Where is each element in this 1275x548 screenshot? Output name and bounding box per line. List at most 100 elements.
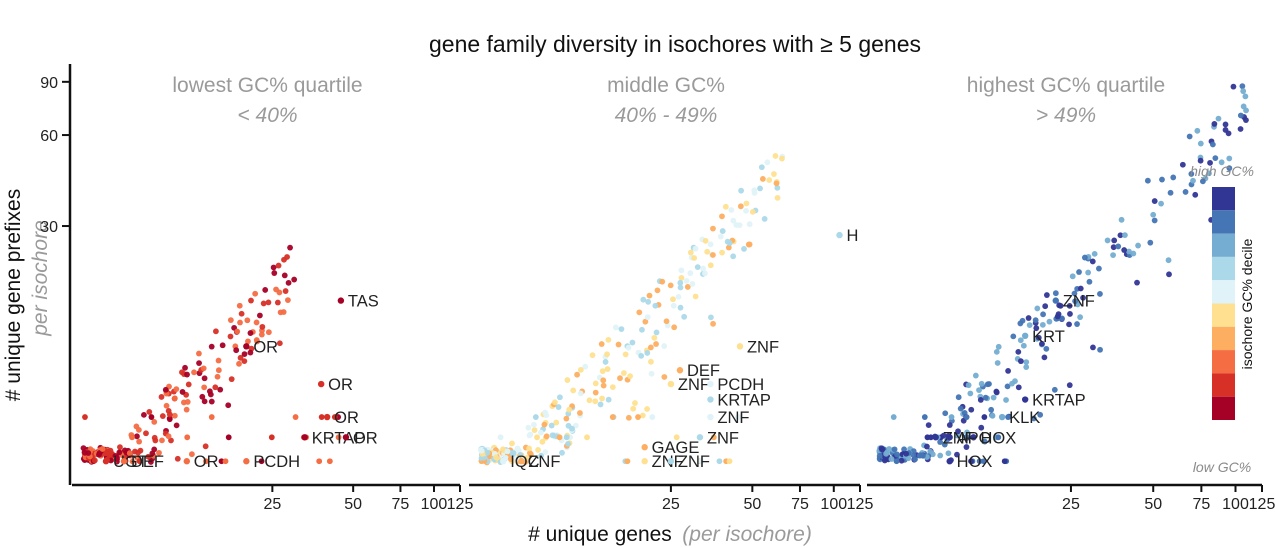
data-point <box>592 398 599 405</box>
data-point <box>271 270 278 276</box>
x-axis-label-main: # unique genes <box>528 523 672 546</box>
data-point <box>252 290 259 297</box>
data-point <box>273 286 279 293</box>
data-point <box>525 424 532 431</box>
data-point <box>227 317 234 324</box>
y-axis-label-main: # unique gene prefixes <box>2 189 25 402</box>
data-point <box>1072 298 1079 305</box>
data-point <box>642 318 649 325</box>
data-point <box>1209 141 1216 148</box>
y-tick-label: 30 <box>40 219 58 236</box>
data-point <box>609 384 616 391</box>
data-point <box>691 255 698 261</box>
data-point <box>689 281 696 287</box>
data-point <box>615 341 622 348</box>
x-axis-label-sub: (per isochore) <box>682 523 812 546</box>
data-point <box>1019 317 1026 324</box>
data-point <box>276 340 283 347</box>
data-point <box>757 185 763 192</box>
x-tick-label: 25 <box>1062 496 1080 513</box>
data-point <box>989 412 996 419</box>
data-point <box>497 434 504 441</box>
data-point <box>1005 414 1011 420</box>
point-label: HOX <box>980 429 1016 447</box>
data-point <box>942 410 949 417</box>
data-point <box>316 458 323 465</box>
data-point <box>937 439 944 445</box>
data-point <box>1097 291 1103 297</box>
data-point <box>647 344 654 351</box>
labeled-point <box>337 297 345 304</box>
data-point <box>927 448 934 455</box>
data-point <box>659 278 666 285</box>
data-point <box>605 336 612 343</box>
legend-swatch <box>1212 187 1235 211</box>
data-point <box>1080 294 1086 301</box>
labeled-point <box>102 458 110 465</box>
data-point <box>774 184 781 191</box>
data-point <box>1023 359 1030 366</box>
point-label: OR <box>194 453 219 471</box>
data-point <box>625 344 632 351</box>
data-point <box>1040 311 1046 318</box>
data-point <box>891 446 898 453</box>
data-point <box>1150 211 1157 218</box>
data-point <box>1182 189 1189 195</box>
data-point <box>233 347 240 354</box>
data-point <box>114 456 120 463</box>
data-point <box>645 298 652 305</box>
data-point <box>225 434 232 441</box>
data-point <box>184 399 191 405</box>
data-point <box>135 449 142 456</box>
data-point <box>136 458 143 465</box>
data-point <box>208 414 215 420</box>
data-point <box>1151 217 1158 224</box>
data-point <box>990 394 997 401</box>
data-point <box>174 455 181 462</box>
data-point <box>746 241 753 248</box>
data-point <box>1110 244 1117 251</box>
point-label: OR <box>328 376 353 394</box>
labeled-point <box>707 396 714 403</box>
data-point <box>136 438 143 445</box>
data-point <box>335 434 342 441</box>
data-point <box>96 450 103 456</box>
data-point <box>179 389 186 395</box>
data-point <box>1226 165 1233 172</box>
panel-subtitle: > 49% <box>1036 104 1096 127</box>
data-point <box>1240 88 1247 95</box>
data-point <box>504 448 511 455</box>
data-point <box>1206 170 1212 177</box>
data-point <box>618 326 625 333</box>
data-point <box>599 395 605 402</box>
data-point <box>158 394 165 400</box>
data-point <box>771 171 777 177</box>
data-point <box>1186 133 1193 140</box>
x-tick-label: 125 <box>847 496 874 513</box>
data-point <box>976 458 983 465</box>
point-label: KRTAP <box>717 392 771 410</box>
data-point <box>678 275 685 281</box>
data-point <box>1096 265 1102 272</box>
data-point <box>217 386 224 393</box>
data-point <box>717 233 724 240</box>
data-point <box>1026 322 1033 329</box>
labeled-point <box>667 380 675 388</box>
data-point <box>925 422 932 429</box>
data-point <box>258 458 265 465</box>
data-point <box>542 449 549 456</box>
data-point <box>639 326 645 333</box>
data-point <box>179 369 185 376</box>
data-point <box>646 292 653 299</box>
data-point <box>681 313 688 320</box>
data-point <box>281 272 288 279</box>
data-point <box>957 405 964 412</box>
data-point <box>1225 130 1232 137</box>
labeled-point <box>641 458 648 465</box>
data-point <box>1010 333 1017 340</box>
x-tick-label: 125 <box>1249 496 1275 513</box>
data-point <box>147 459 154 465</box>
data-point <box>534 434 540 441</box>
